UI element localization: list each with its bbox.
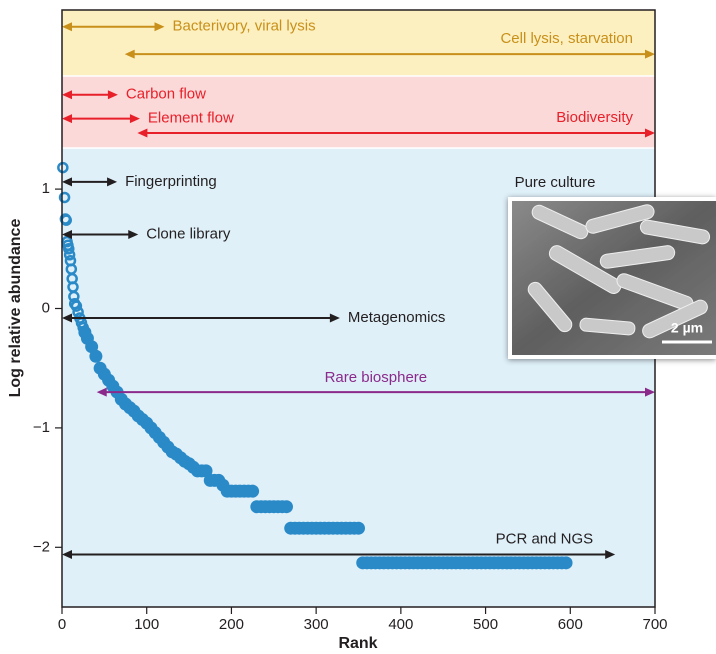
data-point	[246, 485, 259, 498]
annotation-label: Rare biosphere	[325, 369, 428, 386]
data-point	[352, 522, 365, 535]
y-tick-label: 0	[42, 299, 50, 316]
data-point	[560, 556, 573, 569]
annotation-label: Biodiversity	[556, 109, 633, 126]
annotation-label: Clone library	[146, 225, 231, 242]
chart: Bacterivory, viral lysis Cell lysis, star…	[0, 0, 716, 654]
inset-title: Pure culture	[515, 174, 596, 191]
annotation-label: Fingerprinting	[125, 173, 217, 190]
x-tick-label: 0	[58, 616, 66, 633]
annotation-label: PCR and NGS	[496, 530, 594, 547]
x-tick-label: 200	[219, 616, 244, 633]
x-tick-label: 500	[473, 616, 498, 633]
annotation-label: Carbon flow	[126, 86, 206, 103]
scale-label: 2 µm	[671, 320, 703, 336]
data-point	[280, 500, 293, 513]
y-tick-label: −1	[33, 419, 50, 436]
x-tick-label: 100	[134, 616, 159, 633]
x-tick-label: 300	[304, 616, 329, 633]
annotation-label: Bacterivory, viral lysis	[173, 18, 316, 35]
data-point	[89, 350, 102, 363]
y-tick-label: −2	[33, 538, 50, 555]
x-tick-label: 700	[642, 616, 667, 633]
y-axis-title: Log relative abundance	[7, 219, 24, 398]
x-axis-title: Rank	[338, 635, 377, 652]
y-tick-label: 1	[42, 180, 50, 197]
annotation-label: Cell lysis, starvation	[500, 30, 633, 47]
annotation-label: Metagenomics	[348, 309, 446, 326]
annotation-label: Element flow	[148, 110, 234, 127]
x-tick-label: 600	[558, 616, 583, 633]
inset-image: 2 µm	[508, 197, 716, 359]
x-tick-label: 400	[388, 616, 413, 633]
